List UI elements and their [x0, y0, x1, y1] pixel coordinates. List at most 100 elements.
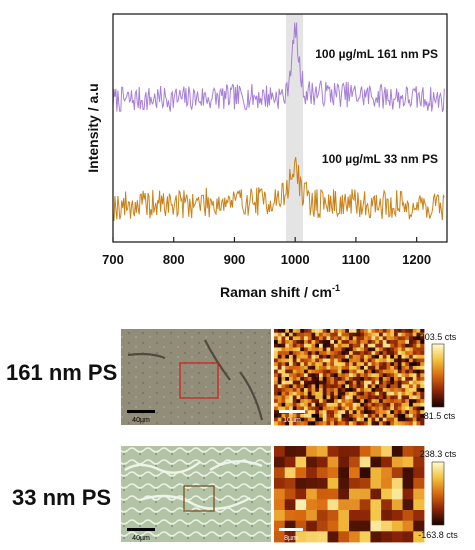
- map-pixel: [285, 369, 290, 374]
- map-pixel: [285, 402, 290, 407]
- map-pixel: [420, 351, 425, 356]
- map-pixel: [311, 373, 316, 378]
- map-pixel: [277, 380, 282, 385]
- map-pixel: [386, 399, 391, 404]
- map-pixel: [394, 336, 399, 341]
- map-pixel: [285, 421, 290, 426]
- map-pixel: [386, 413, 391, 419]
- map-pixel: [394, 358, 399, 363]
- map-pixel: [330, 406, 335, 411]
- map-pixel: [420, 413, 425, 419]
- map-pixel: [295, 510, 307, 522]
- map-pixel: [352, 358, 357, 363]
- map-pixel: [292, 343, 297, 348]
- map-pixel: [356, 377, 361, 382]
- map-pixel: [371, 391, 376, 396]
- map-pixel: [292, 354, 297, 359]
- map-pixel: [326, 421, 331, 426]
- map-pixel: [409, 329, 414, 334]
- map-pixel: [327, 531, 339, 543]
- map-pixel: [390, 354, 395, 359]
- map-pixel: [379, 391, 384, 396]
- map-pixel: [413, 456, 425, 468]
- map-pixel: [345, 417, 350, 422]
- map-pixel: [326, 358, 331, 363]
- map-pixel: [359, 499, 371, 511]
- map-pixel: [364, 413, 369, 419]
- map-pixel: [420, 332, 425, 337]
- map-pixel: [337, 406, 342, 411]
- map-pixel: [409, 384, 414, 389]
- map-pixel: [397, 343, 402, 348]
- map-pixel: [394, 343, 399, 348]
- map-pixel: [412, 329, 417, 334]
- map-pixel: [409, 391, 414, 396]
- map-pixel: [277, 413, 282, 419]
- map-pixel: [367, 373, 372, 378]
- map-pixel: [341, 365, 346, 371]
- map-pixel: [345, 395, 350, 400]
- map-pixel: [349, 377, 354, 382]
- map-pixel: [397, 377, 402, 382]
- map-pixel: [322, 388, 327, 393]
- map-pixel: [413, 510, 425, 522]
- map-pixel: [319, 329, 324, 334]
- map-pixel: [367, 362, 372, 367]
- map-pixel: [412, 377, 417, 382]
- map-pixel: [379, 410, 384, 415]
- map-pixel: [367, 391, 372, 396]
- map-pixel: [307, 395, 312, 400]
- map-pixel: [341, 380, 346, 385]
- x-ticks: 700 800 900 1000 1100 1200: [102, 237, 431, 267]
- map-pixel: [315, 410, 320, 415]
- map-pixel: [295, 531, 307, 543]
- map-pixel: [316, 499, 328, 511]
- map-pixel: [401, 391, 406, 396]
- map-pixel: [307, 340, 312, 345]
- map-pixel: [338, 499, 350, 511]
- map-pixel: [364, 406, 369, 411]
- map-pixel: [405, 336, 410, 341]
- map-pixel: [337, 373, 342, 378]
- map-pixel: [345, 421, 350, 426]
- map-pixel: [311, 421, 316, 426]
- map-pixel: [371, 340, 376, 345]
- map-pixel: [326, 388, 331, 393]
- map-pixel: [401, 417, 406, 422]
- map-pixel: [386, 377, 391, 382]
- map-pixel: [416, 413, 421, 419]
- map-pixel: [322, 354, 327, 359]
- map-pixel: [382, 358, 387, 363]
- map-pixel: [341, 410, 346, 415]
- map-pixel: [289, 351, 294, 356]
- map-pixel: [405, 388, 410, 393]
- map-pixel: [401, 406, 406, 411]
- map-pixel: [274, 343, 279, 348]
- map-pixel: [277, 369, 282, 374]
- map-pixel: [352, 413, 357, 419]
- map-pixel: [277, 347, 282, 352]
- map-pixel: [397, 354, 402, 359]
- map-pixel: [292, 417, 297, 422]
- map-pixel: [375, 380, 380, 385]
- map-pixel: [349, 380, 354, 385]
- map-pixel: [401, 410, 406, 415]
- map-pixel: [402, 467, 414, 479]
- map-pixel: [394, 377, 399, 382]
- map-pixel: [281, 417, 286, 422]
- map-pixel: [359, 510, 371, 522]
- map-pixel: [416, 354, 421, 359]
- x-tick-label: 700: [102, 252, 124, 267]
- map-pixel: [274, 410, 279, 415]
- map-pixel: [364, 421, 369, 426]
- map-pixel: [285, 343, 290, 348]
- map-pixel: [345, 351, 350, 356]
- map-pixel: [397, 402, 402, 407]
- map-pixel: [394, 329, 399, 334]
- map-pixel: [315, 365, 320, 371]
- map-pixel: [337, 365, 342, 371]
- map-pixel: [285, 336, 290, 341]
- map-pixel: [349, 336, 354, 341]
- map-pixel: [397, 421, 402, 426]
- map-pixel: [334, 377, 339, 382]
